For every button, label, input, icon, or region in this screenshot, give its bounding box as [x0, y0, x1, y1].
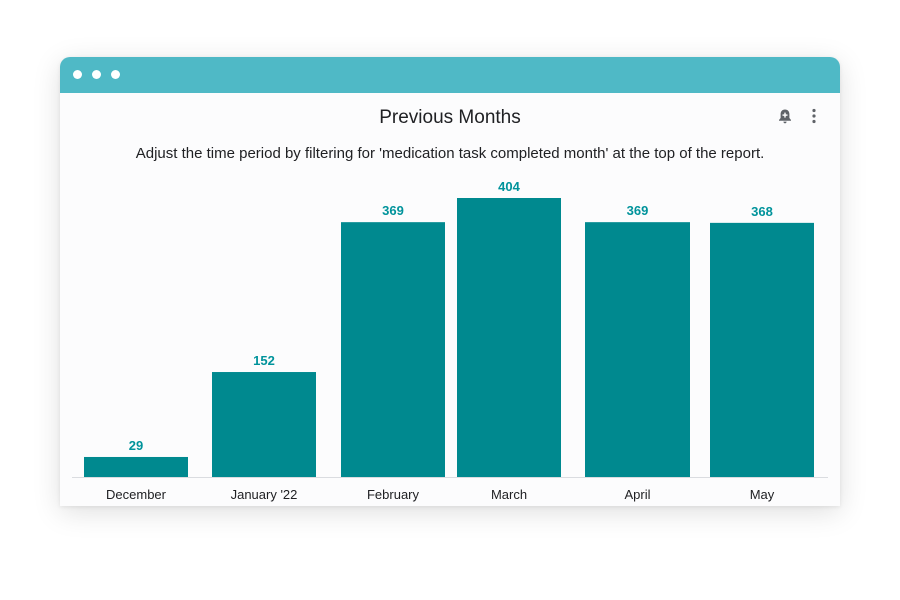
bar-3[interactable] [457, 198, 561, 477]
bar-1[interactable] [212, 372, 316, 477]
window-titlebar [60, 57, 840, 93]
chart-subtitle: Adjust the time period by filtering for … [135, 145, 765, 162]
x-tick-label-1: January '22 [231, 487, 298, 502]
x-tick-label-3: March [491, 487, 527, 502]
x-tick-label-4: April [624, 487, 650, 502]
bar-2[interactable] [341, 222, 445, 477]
x-tick-label-5: May [750, 487, 775, 502]
more-vertical-icon[interactable] [805, 105, 823, 127]
x-tick-label-0: December [106, 487, 167, 502]
value-label-5: 368 [751, 204, 773, 219]
x-tick-label-2: February [367, 487, 420, 502]
chart-title: Previous Months [379, 107, 521, 128]
value-label-2: 369 [382, 203, 404, 218]
window-dot-3 [111, 70, 120, 79]
window-dot-1 [73, 70, 82, 79]
window-dot-2 [92, 70, 101, 79]
bar-5[interactable] [710, 222, 814, 477]
report-window: Previous Months Adjust the time period b… [60, 57, 840, 506]
value-label-1: 152 [253, 353, 275, 368]
value-label-3: 404 [498, 179, 520, 194]
bar-0[interactable] [84, 456, 188, 477]
value-label-0: 29 [129, 438, 143, 453]
value-label-4: 369 [627, 203, 649, 218]
bar-chart: 29 December 152 January '22 369 February 404 Ma… [72, 179, 828, 502]
bar-4[interactable] [585, 222, 690, 477]
bell-plus-icon[interactable] [776, 105, 794, 127]
